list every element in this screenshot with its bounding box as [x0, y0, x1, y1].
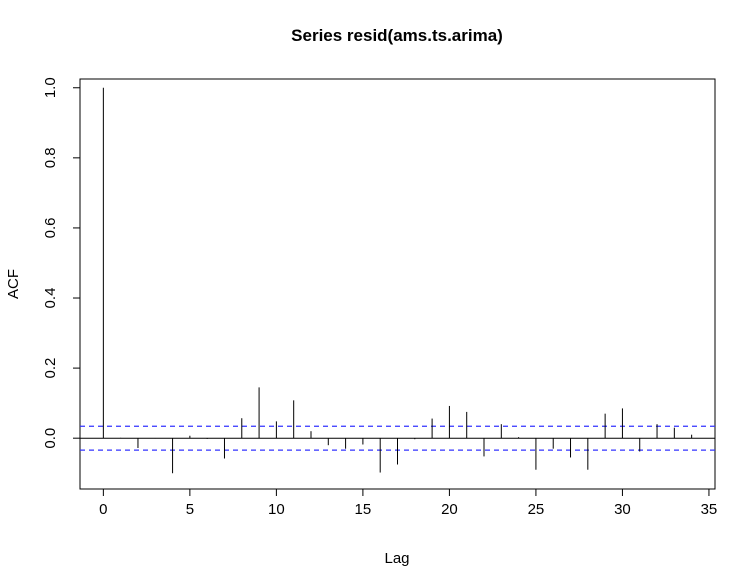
- x-tick-label: 30: [614, 501, 631, 518]
- acf-bars: [102, 87, 693, 474]
- chart-title: Series resid(ams.ts.arima): [291, 26, 503, 45]
- x-tick-label: 20: [441, 501, 458, 518]
- y-tick-label: 0.8: [42, 147, 59, 168]
- plot-frame: [79, 78, 716, 490]
- y-tick-label: 0.6: [42, 218, 59, 239]
- x-tick-label: 5: [186, 501, 194, 518]
- y-tick-label: 0.0: [42, 428, 59, 449]
- x-axis: 0 5 10 15 20 25 30 35: [99, 488, 718, 518]
- y-tick-label: 1.0: [42, 77, 59, 98]
- x-tick-label: 0: [99, 501, 107, 518]
- y-axis: 0.0 0.2 0.4 0.6 0.8 1.0: [42, 77, 81, 449]
- y-tick-label: 0.2: [42, 358, 59, 379]
- y-axis-label: ACF: [5, 269, 22, 299]
- x-axis-label: Lag: [384, 550, 409, 567]
- x-tick-label: 15: [355, 501, 372, 518]
- x-tick-label: 25: [528, 501, 545, 518]
- y-tick-label: 0.4: [42, 288, 59, 309]
- x-tick-label: 10: [268, 501, 285, 518]
- x-tick-label: 35: [701, 501, 718, 518]
